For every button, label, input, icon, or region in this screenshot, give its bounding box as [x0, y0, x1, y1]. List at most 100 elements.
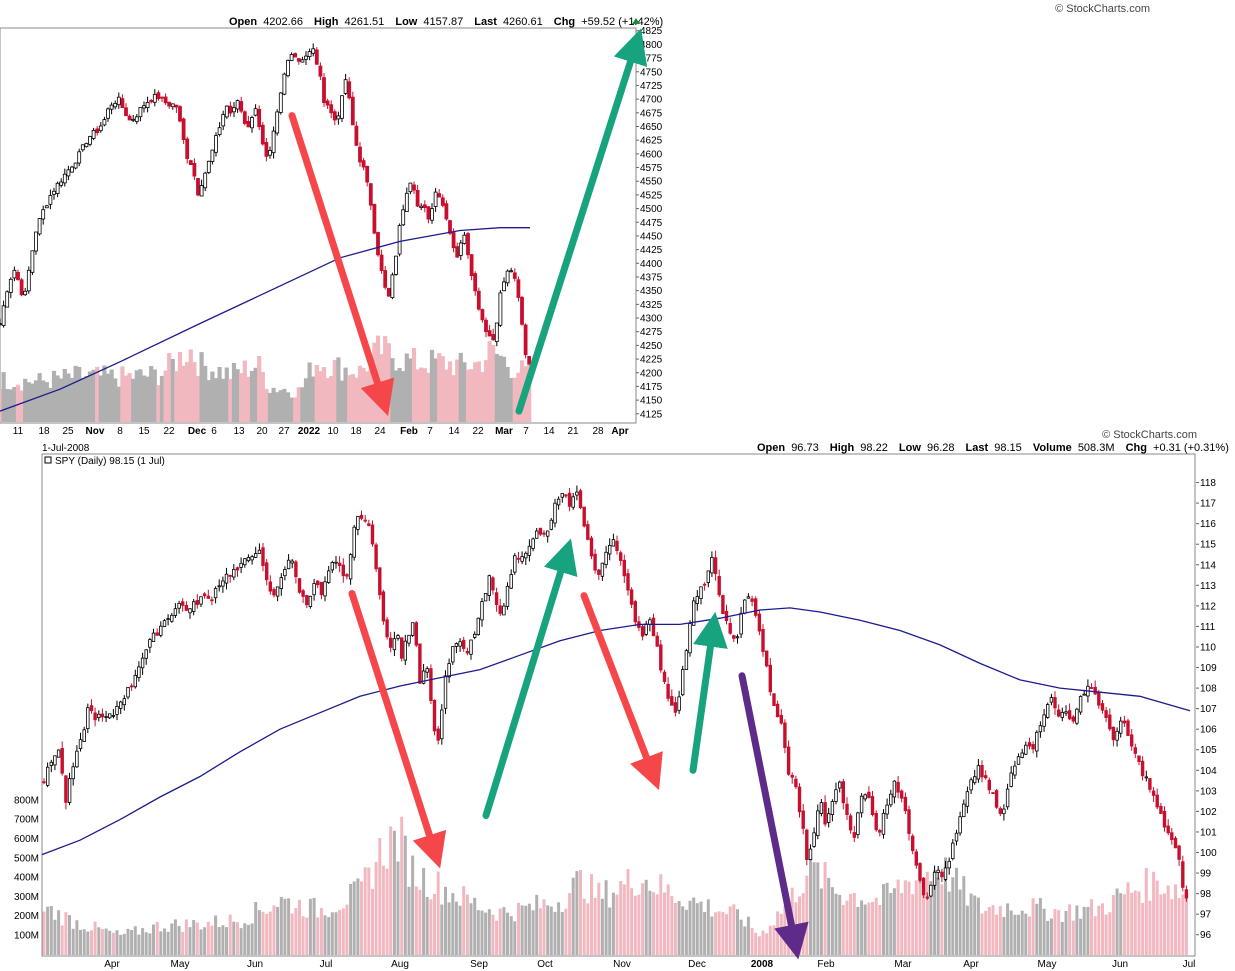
candle-body: [257, 549, 262, 554]
volume-bar: [311, 376, 316, 422]
volume-bar: [491, 345, 496, 422]
volume-bar: [1093, 916, 1097, 955]
volume-bar: [750, 927, 754, 955]
volume-bar: [637, 894, 641, 955]
candle-body: [202, 593, 207, 597]
candle-body: [509, 270, 514, 273]
volume-bar: [863, 904, 867, 955]
candle-body: [494, 592, 499, 606]
price-tick-label: 4325: [640, 300, 663, 311]
volume-bar: [695, 903, 699, 955]
candle-body: [385, 619, 389, 638]
candle-body: [290, 560, 294, 564]
volume-bar: [827, 877, 831, 955]
candle-body: [472, 633, 477, 638]
volume-bar: [1042, 908, 1046, 955]
volume-bar: [356, 878, 360, 955]
volume-tick-label: 300M: [14, 892, 39, 903]
candle-body: [66, 169, 71, 177]
candle-body: [56, 749, 61, 758]
candle-body: [210, 599, 214, 602]
date-tick-label: 11: [13, 426, 24, 437]
candle-body: [312, 583, 316, 596]
price-tick-label: 4750: [640, 67, 663, 78]
volume-bar: [350, 374, 355, 422]
volume-bar: [163, 370, 168, 422]
candle-body: [1140, 760, 1145, 777]
top-plot-frame: [0, 27, 637, 424]
candle-body: [16, 271, 20, 281]
candle-body: [520, 296, 524, 325]
volume-bar: [604, 880, 608, 955]
top-candles: [0, 43, 532, 366]
candle-body: [137, 666, 141, 678]
volume-bar: [392, 830, 396, 955]
volume-bar: [383, 336, 388, 422]
volume-bar: [104, 928, 108, 955]
candle-body: [60, 748, 64, 774]
price-tick-label: 105: [1200, 745, 1217, 756]
candle-body: [412, 184, 416, 191]
volume-bar: [885, 882, 889, 955]
candle-body: [535, 530, 539, 539]
volume-bar: [98, 375, 103, 422]
candle-body: [332, 111, 337, 121]
volume-bar: [163, 928, 166, 955]
volume-bar: [688, 900, 692, 955]
volume-bar: [1031, 898, 1035, 955]
date-tick-label: Feb: [817, 959, 835, 970]
volume-bar: [509, 916, 513, 955]
volume-bar: [127, 373, 132, 422]
candle-body: [88, 136, 92, 145]
candle-body: [808, 848, 813, 860]
candle-body: [1089, 687, 1094, 689]
price-tick-label: 4450: [640, 231, 663, 242]
volume-bar: [386, 343, 391, 422]
volume-bar: [1064, 911, 1068, 955]
price-tick-label: 4800: [640, 40, 663, 51]
candle-body: [491, 334, 496, 341]
volume-bar: [998, 906, 1002, 955]
candle-body: [235, 100, 240, 110]
candle-body: [173, 608, 178, 616]
volume-bar: [318, 371, 323, 422]
volume-bar: [779, 913, 783, 955]
volume-bar: [757, 936, 761, 955]
candle-body: [684, 650, 689, 670]
bottom-high-value: 98.22: [860, 442, 888, 454]
candle-body: [399, 637, 404, 659]
candle-body: [253, 553, 258, 558]
candle-body: [397, 225, 402, 255]
red-arrow: [348, 590, 447, 869]
price-tick-label: 112: [1200, 601, 1216, 612]
price-tick-label: 101: [1200, 827, 1217, 838]
volume-bar: [480, 910, 484, 955]
price-tick-label: 4775: [640, 54, 663, 65]
candle-body: [293, 53, 298, 58]
candle-body: [322, 77, 326, 103]
volume-bar: [1020, 910, 1024, 955]
volume-bar: [871, 901, 874, 955]
top-high-label: High: [314, 16, 339, 28]
volume-bar: [159, 931, 163, 955]
volume-bar: [455, 359, 460, 422]
candle-body: [77, 151, 82, 164]
candle-body: [275, 111, 280, 134]
price-tick-label: 107: [1200, 704, 1217, 715]
volume-bar: [1126, 882, 1130, 955]
volume-bar: [1159, 894, 1163, 955]
bottom-last-label: Last: [966, 442, 989, 454]
volume-bar: [743, 926, 747, 955]
date-tick-label: 8: [117, 426, 123, 437]
candle-body: [106, 108, 110, 119]
volume-bar: [516, 372, 521, 422]
candle-body: [717, 576, 721, 596]
volume-bar: [911, 894, 915, 955]
volume-bar: [53, 919, 57, 955]
volume-bar: [969, 893, 973, 955]
candle-body: [422, 204, 427, 209]
volume-bar: [116, 386, 121, 422]
candle-body: [261, 547, 265, 567]
top-chg-label: Chg: [554, 16, 575, 28]
candle-body: [361, 160, 366, 168]
